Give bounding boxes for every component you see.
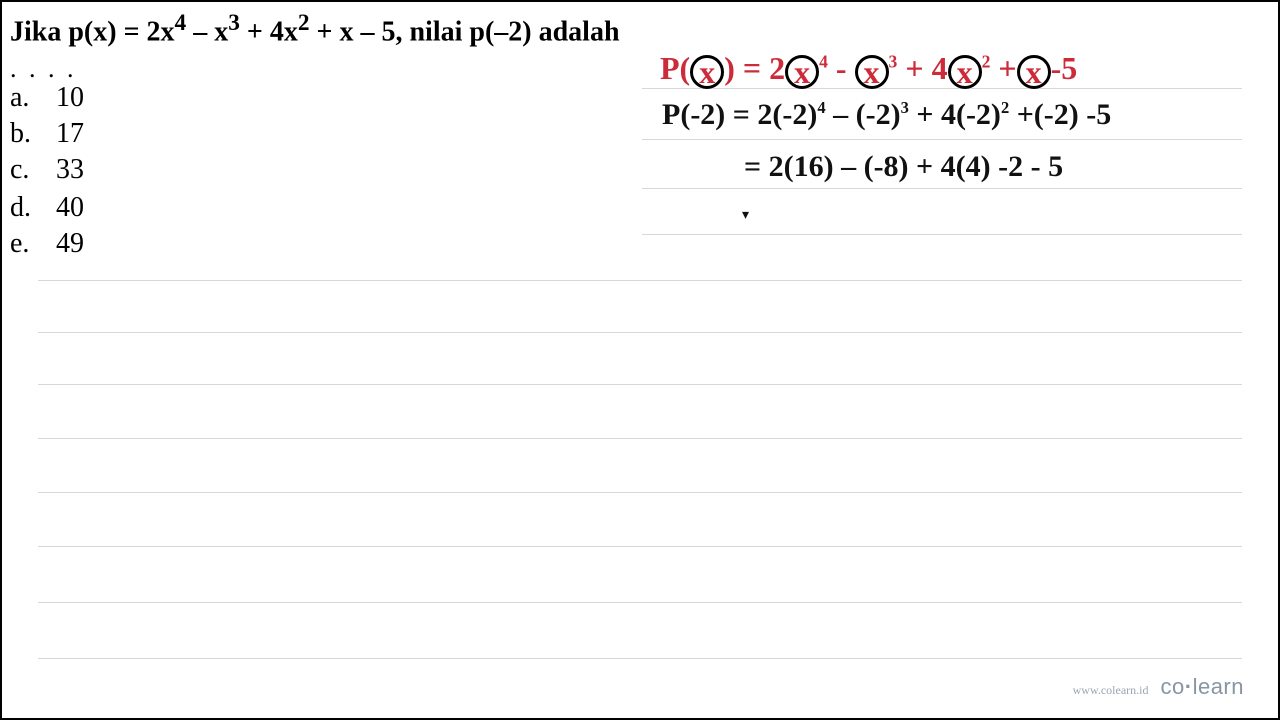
q-exp4: 4 [175,10,187,36]
ruled-line [38,658,1242,659]
circled-x: x [785,55,819,89]
ruled-line [642,234,1242,235]
q-mid1: – x [186,16,228,47]
option-b-value: 17 [56,118,84,149]
hand-text: 4 [817,98,825,117]
option-a-letter: a. [10,82,56,114]
hand-text: ) = 2 [724,50,785,86]
circled-x: x [690,55,724,89]
option-d: d.40 [10,192,84,224]
q-prefix: Jika p(x) = 2x [10,16,175,47]
brand-dot: · [1185,674,1193,699]
ruled-line [38,602,1242,603]
hand-text: + 4 [897,50,947,86]
ruled-line [38,280,1242,281]
option-a: a.10 [10,82,84,114]
hand-text: + [990,50,1016,86]
page-content: Jika p(x) = 2x4 – x3 + 4x2 + x – 5, nila… [2,2,1278,718]
hand-text: 3 [901,98,909,117]
hand-text: +(-2) -5 [1009,98,1111,131]
brand-post: learn [1193,674,1244,699]
option-c-value: 33 [56,154,84,185]
exponent: 4 [819,51,828,71]
option-e-value: 49 [56,228,84,259]
option-e-letter: e. [10,228,56,260]
hand-black-line2: = 2(16) – (-8) + 4(4) -2 - 5 [744,150,1063,184]
hand-text: – (-2) [826,98,901,131]
option-b-letter: b. [10,118,56,150]
hand-red-line: P(x) = 2x4 - x3 + 4x2 +x-5 [660,50,1077,89]
option-a-value: 10 [56,82,84,113]
q-exp2: 2 [298,10,310,36]
hand-text: 2 [1001,98,1009,117]
circled-x: x [1017,55,1051,89]
ruled-line [642,188,1242,189]
q-mid2: + 4x [240,16,298,47]
circled-x: x [855,55,889,89]
ruled-line [38,332,1242,333]
ruled-line [38,384,1242,385]
hand-text: + 4(-2) [909,98,1001,131]
hand-black-line1: P(-2) = 2(-2)4 – (-2)3 + 4(-2)2 +(-2) -5 [662,98,1111,132]
option-b: b.17 [10,118,84,150]
q-suffix: + x – 5, nilai p(–2) adalah [310,16,620,47]
footer: www.colearn.id co·learn [1073,674,1244,700]
footer-brand: co·learn [1161,674,1245,700]
q-exp3: 3 [228,10,240,36]
hand-text: - [828,50,855,86]
hand-text: -5 [1051,50,1078,86]
option-c: c.33 [10,154,84,186]
question-text: Jika p(x) = 2x4 – x3 + 4x2 + x – 5, nila… [10,10,620,48]
ruled-line [38,438,1242,439]
ruled-line [38,492,1242,493]
question-dots: . . . . [10,54,77,84]
ruled-line [642,139,1242,140]
option-e: e.49 [10,228,84,260]
cursor-mark-icon: ▾ [742,207,750,215]
option-d-value: 40 [56,192,84,223]
option-d-letter: d. [10,192,56,224]
footer-url: www.colearn.id [1073,683,1149,698]
circled-x: x [948,55,982,89]
brand-pre: co [1161,674,1185,699]
option-c-letter: c. [10,154,56,186]
ruled-line [38,546,1242,547]
hand-text: P( [660,50,690,86]
hand-text: P(-2) = 2(-2) [662,98,817,131]
